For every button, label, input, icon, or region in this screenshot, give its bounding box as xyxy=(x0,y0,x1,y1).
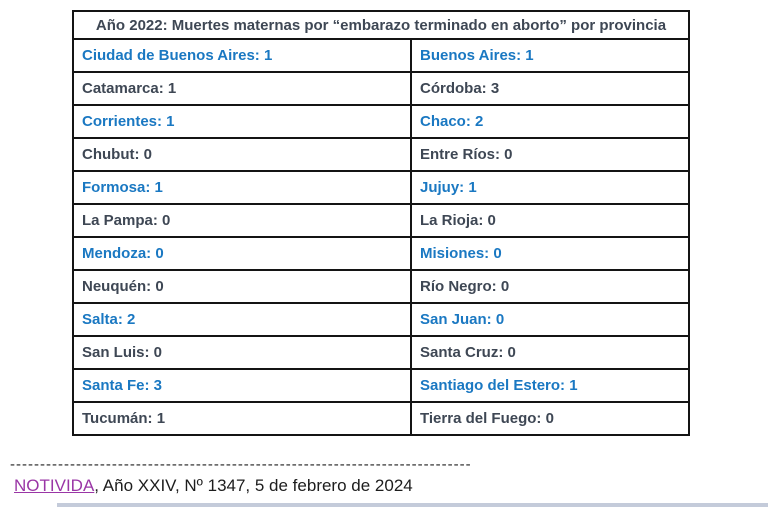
province-cell: Catamarca: 1 xyxy=(72,71,412,106)
province-cell: Buenos Aires: 1 xyxy=(410,38,690,73)
province-cell: Tierra del Fuego: 0 xyxy=(410,401,690,436)
province-cell: Salta: 2 xyxy=(72,302,412,337)
citation-text: , Año XXIV, Nº 1347, 5 de febrero de 202… xyxy=(94,476,413,495)
table-row: Chubut: 0 Entre Ríos: 0 xyxy=(72,137,690,172)
province-cell: Corrientes: 1 xyxy=(72,104,412,139)
province-cell: Formosa: 1 xyxy=(72,170,412,205)
footer-citation: NOTIVIDA, Año XXIV, Nº 1347, 5 de febrer… xyxy=(14,476,413,496)
table-row: Corrientes: 1 Chaco: 2 xyxy=(72,104,690,139)
table-row: Tucumán: 1 Tierra del Fuego: 0 xyxy=(72,401,690,436)
table-row: Catamarca: 1 Córdoba: 3 xyxy=(72,71,690,106)
province-cell: San Juan: 0 xyxy=(410,302,690,337)
province-cell: Chaco: 2 xyxy=(410,104,690,139)
table-row: Santa Fe: 3 Santiago del Estero: 1 xyxy=(72,368,690,403)
province-cell: Misiones: 0 xyxy=(410,236,690,271)
province-cell: Entre Ríos: 0 xyxy=(410,137,690,172)
table-row: San Luis: 0 Santa Cruz: 0 xyxy=(72,335,690,370)
table-body: Ciudad de Buenos Aires: 1 Buenos Aires: 1… xyxy=(72,38,690,436)
province-cell: La Pampa: 0 xyxy=(72,203,412,238)
province-cell: Chubut: 0 xyxy=(72,137,412,172)
table-row: Mendoza: 0 Misiones: 0 xyxy=(72,236,690,271)
province-cell: La Rioja: 0 xyxy=(410,203,690,238)
province-cell: Santa Fe: 3 xyxy=(72,368,412,403)
table-row: Ciudad de Buenos Aires: 1 Buenos Aires: 1 xyxy=(72,38,690,73)
province-cell: San Luis: 0 xyxy=(72,335,412,370)
province-cell: Santiago del Estero: 1 xyxy=(410,368,690,403)
province-cell: Río Negro: 0 xyxy=(410,269,690,304)
dashed-separator-line: ----------------------------------------… xyxy=(10,456,472,472)
table-row: Neuquén: 0 Río Negro: 0 xyxy=(72,269,690,304)
notivida-link[interactable]: NOTIVIDA xyxy=(14,476,95,495)
table-row: La Pampa: 0 La Rioja: 0 xyxy=(72,203,690,238)
province-cell: Mendoza: 0 xyxy=(72,236,412,271)
province-cell: Neuquén: 0 xyxy=(72,269,412,304)
table-row: Salta: 2 San Juan: 0 xyxy=(72,302,690,337)
province-cell: Córdoba: 3 xyxy=(410,71,690,106)
province-cell: Tucumán: 1 xyxy=(72,401,412,436)
province-cell: Ciudad de Buenos Aires: 1 xyxy=(72,38,412,73)
cutoff-content-strip xyxy=(57,503,768,507)
province-cell: Jujuy: 1 xyxy=(410,170,690,205)
table-title: Año 2022: Muertes maternas por “embarazo… xyxy=(72,10,690,40)
maternal-deaths-table: Año 2022: Muertes maternas por “embarazo… xyxy=(72,10,690,436)
province-cell: Santa Cruz: 0 xyxy=(410,335,690,370)
table-header-row: Año 2022: Muertes maternas por “embarazo… xyxy=(72,10,690,40)
table-row: Formosa: 1 Jujuy: 1 xyxy=(72,170,690,205)
